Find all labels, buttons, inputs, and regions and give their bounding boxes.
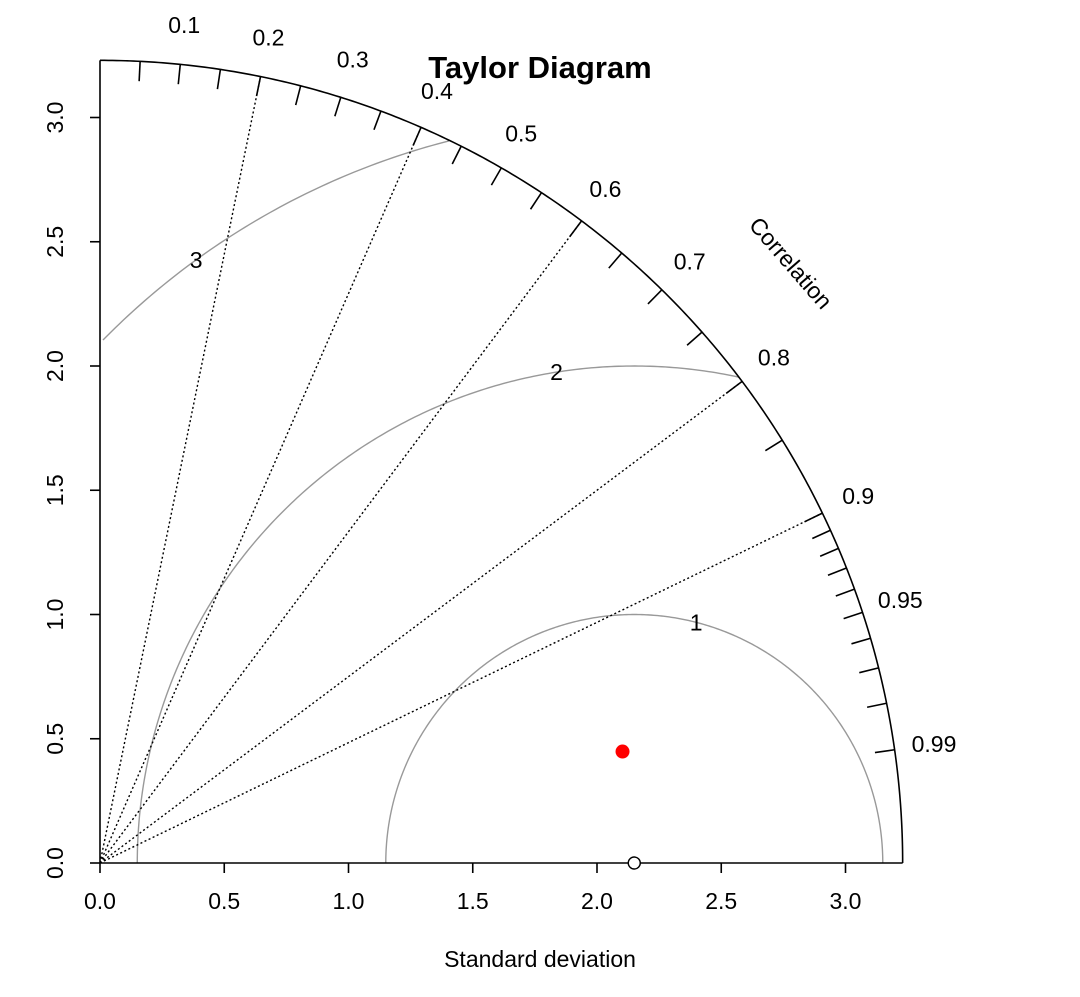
correlation-tick-0.1 <box>177 64 182 85</box>
y-tick-label-2.0: 2.0 <box>42 350 68 382</box>
correlation-tick-0.92 <box>819 547 839 557</box>
correlation-tick-0.05 <box>138 61 141 82</box>
correlation-label: Correlation <box>744 212 837 314</box>
y-tick-label-1.0: 1.0 <box>42 599 68 631</box>
correlation-tick-0.2 <box>255 76 262 97</box>
reference-point <box>627 856 641 870</box>
rms-arc-label-2: 2 <box>550 359 563 385</box>
correlation-line-0.6 <box>99 220 583 864</box>
correlation-tick-0.35 <box>373 110 382 131</box>
correlation-tick-label-0.3: 0.3 <box>337 46 369 72</box>
correlation-line-0.2 <box>99 76 262 864</box>
correlation-line-0.4 <box>99 127 422 864</box>
correlation-tick-0.9 <box>804 512 823 523</box>
correlation-tick-label-0.8: 0.8 <box>758 345 790 371</box>
correlation-tick-0.99 <box>874 748 895 754</box>
y-tick-label-1.5: 1.5 <box>42 474 68 506</box>
y-tick-label-0.5: 0.5 <box>42 723 68 755</box>
correlation-line-0.9 <box>99 512 823 864</box>
correlation-tick-0.96 <box>851 637 871 645</box>
correlation-tick-label-0.7: 0.7 <box>674 248 706 274</box>
rms-arc-label-3: 3 <box>190 247 203 273</box>
rms-arcs: 1 2 3 <box>102 140 884 864</box>
correlation-tick-label-0.4: 0.4 <box>421 78 453 104</box>
correlation-tick-0.4 <box>412 127 422 146</box>
correlation-tick-0.94 <box>835 588 855 597</box>
correlation-tick-0.15 <box>216 69 222 90</box>
x-axis: 0.0 0.5 1.0 1.5 2.0 2.5 3.0 <box>84 863 861 914</box>
correlation-tick-0.8 <box>725 380 743 394</box>
x-tick-label-0.0: 0.0 <box>84 888 116 914</box>
data-points <box>615 744 641 870</box>
y-tick-label-3.0: 3.0 <box>42 102 68 134</box>
correlation-tick-0.75 <box>686 331 703 346</box>
correlation-tick-0.25 <box>294 85 302 106</box>
x-tick-label-2.0: 2.0 <box>581 888 613 914</box>
correlation-tick-label-0.5: 0.5 <box>505 120 537 146</box>
correlation-tick-label-0.1: 0.1 <box>168 12 200 38</box>
y-tick-label-2.5: 2.5 <box>42 226 68 258</box>
correlation-tick-0.97 <box>859 667 879 674</box>
correlation-tick-0.95 <box>843 611 863 620</box>
correlation-tick-label-0.9: 0.9 <box>842 483 874 509</box>
x-axis-label: Standard deviation <box>444 946 636 972</box>
x-tick-label-2.5: 2.5 <box>705 888 737 914</box>
correlation-tick-label-0.2: 0.2 <box>253 25 285 51</box>
correlation-line-0.8 <box>99 380 743 864</box>
correlation-lines <box>99 76 823 864</box>
rms-arc-2 <box>136 365 740 864</box>
x-tick-label-1.0: 1.0 <box>333 888 365 914</box>
correlation-tick-0.45 <box>451 145 462 165</box>
rms-arc-label-1: 1 <box>690 609 703 635</box>
outer-arc <box>99 59 904 864</box>
correlation-tick-0.93 <box>827 567 847 577</box>
y-axis: 0.0 0.5 1.0 1.5 2.0 2.5 3.0 <box>42 102 100 879</box>
correlation-tick-0.3 <box>334 97 342 117</box>
correlation-tick-0.6 <box>569 220 583 238</box>
rms-arc-3 <box>102 140 450 341</box>
correlation-tick-0.65 <box>608 252 623 269</box>
correlation-axis: 0.1 0.2 0.3 0.4 0.5 0.6 0.7 0.8 0.9 0.95 0.99 <box>138 12 957 757</box>
y-tick-label-0.0: 0.0 <box>42 847 68 879</box>
correlation-tick-0.98 <box>866 702 887 709</box>
rms-arc-1 <box>385 613 884 864</box>
correlation-tick-0.85 <box>764 439 783 452</box>
plot-frame <box>99 59 904 864</box>
correlation-tick-0.55 <box>529 192 543 210</box>
x-tick-label-3.0: 3.0 <box>830 888 862 914</box>
chart-title: Taylor Diagram <box>428 50 651 85</box>
correlation-tick-label-0.99: 0.99 <box>912 731 957 757</box>
correlation-tick-label-0.95: 0.95 <box>878 587 923 613</box>
correlation-tick-0.91 <box>811 529 831 540</box>
x-tick-label-0.5: 0.5 <box>208 888 240 914</box>
correlation-tick-0.5 <box>490 167 503 186</box>
x-tick-label-1.5: 1.5 <box>457 888 489 914</box>
correlation-tick-0.7 <box>647 289 663 305</box>
model-point <box>615 744 630 759</box>
correlation-tick-label-0.6: 0.6 <box>589 176 621 202</box>
